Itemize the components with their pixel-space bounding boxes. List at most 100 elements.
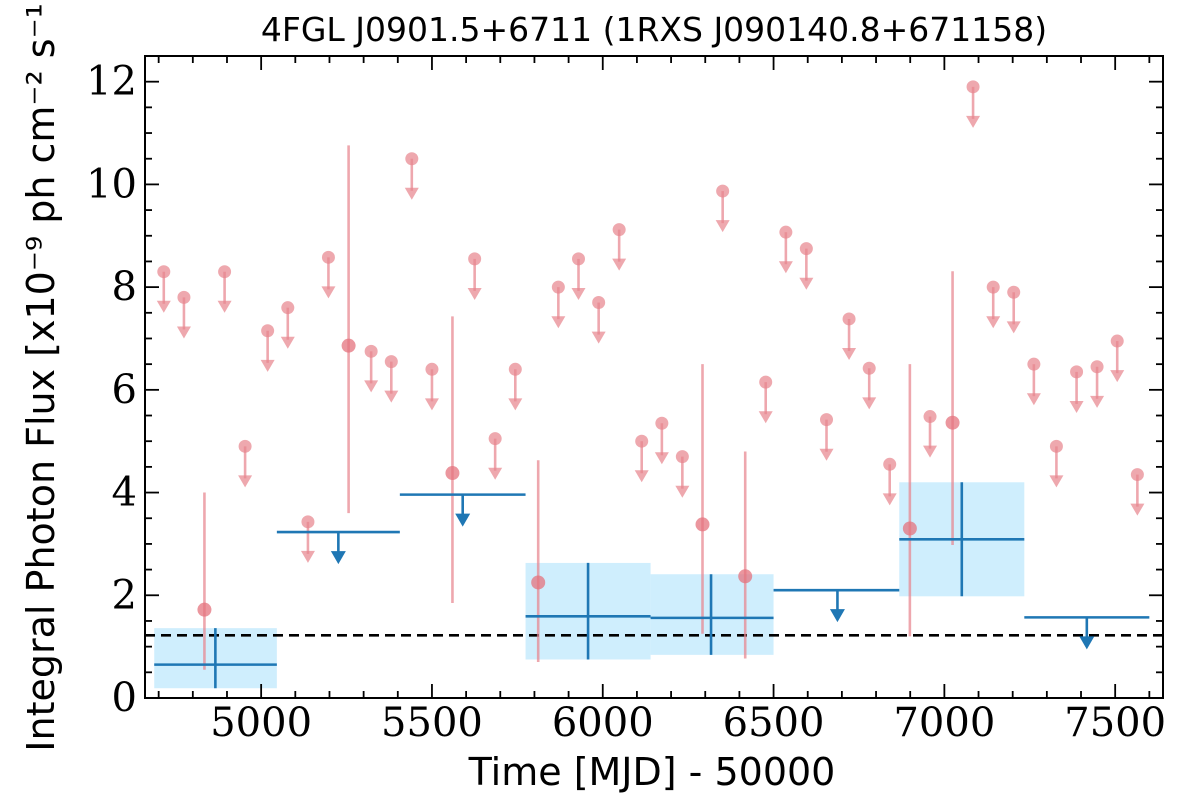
- upper-limit-arrow: [384, 390, 399, 403]
- long-bin-upper-limit-arrow: [330, 551, 346, 565]
- data-point: [341, 338, 356, 353]
- data-point: [655, 416, 669, 430]
- data-point: [716, 184, 730, 198]
- upper-limit-arrow: [675, 485, 690, 498]
- upper-limit-arrow: [280, 336, 295, 349]
- y-tick-label: 4: [112, 470, 137, 516]
- upper-limit-arrow: [758, 411, 773, 424]
- upper-limit-arrow: [862, 397, 877, 410]
- upper-limit-arrow: [1110, 370, 1125, 383]
- data-point: [531, 575, 546, 590]
- data-point: [592, 296, 606, 310]
- upper-limit-arrow: [778, 261, 793, 274]
- data-point: [738, 569, 753, 584]
- x-tick-label: 5000: [210, 700, 312, 746]
- upper-limit-arrow: [966, 115, 981, 128]
- upper-limit-arrow: [176, 326, 191, 339]
- data-point: [157, 265, 171, 279]
- chart-title: 4FGL J0901.5+6711 (1RXS J090140.8+671158…: [261, 10, 1047, 49]
- upper-limit-arrow: [217, 300, 232, 313]
- data-point: [612, 223, 626, 237]
- y-axis-label: Integral Photon Flux [x10⁻⁹ ph cm⁻² s⁻¹]: [19, 0, 63, 752]
- upper-limit-arrow: [1006, 321, 1021, 334]
- data-point: [966, 80, 980, 94]
- upper-limit-arrow: [364, 380, 379, 393]
- data-point: [883, 457, 897, 471]
- data-point: [261, 324, 275, 338]
- upper-limit-arrow: [551, 316, 566, 329]
- plot-frame: [144, 55, 1164, 699]
- y-tick-label: 12: [86, 59, 137, 105]
- data-point: [468, 252, 482, 266]
- data-point: [197, 602, 212, 617]
- data-point: [842, 312, 856, 326]
- data-point: [508, 362, 522, 376]
- upper-limit-arrow: [986, 316, 1001, 329]
- long-bin-upper-limit-arrow: [829, 609, 845, 623]
- data-point: [281, 301, 295, 315]
- upper-limit-arrow: [467, 287, 482, 300]
- data-point: [779, 225, 793, 239]
- upper-limit-arrow: [819, 448, 834, 461]
- x-tick-label: 6000: [552, 700, 654, 746]
- upper-limit-arrow: [300, 550, 315, 563]
- data-point: [405, 152, 419, 166]
- upper-limit-arrow: [156, 300, 171, 313]
- data-point: [218, 265, 232, 279]
- data-point: [695, 517, 710, 532]
- data-point: [820, 413, 834, 427]
- data-point: [425, 362, 439, 376]
- long-bin-upper-limit-arrow: [455, 513, 471, 527]
- upper-limit-arrow: [1130, 503, 1145, 516]
- data-point: [1090, 360, 1104, 374]
- upper-limit-arrow: [1026, 393, 1041, 406]
- data-point: [986, 280, 1000, 294]
- x-tick-label: 7500: [1064, 700, 1166, 746]
- upper-limit-arrow: [238, 475, 253, 488]
- data-point: [799, 242, 813, 256]
- data-point: [759, 375, 773, 389]
- y-tick-label: 6: [112, 367, 137, 413]
- upper-limit-arrow: [882, 493, 897, 506]
- short-bin-layer: [156, 80, 1145, 670]
- upper-limit-arrow: [260, 359, 275, 372]
- data-point: [635, 434, 649, 448]
- upper-limit-arrow: [654, 452, 669, 465]
- x-axis-label: Time [MJD] - 50000: [468, 750, 836, 794]
- y-tick-label: 0: [112, 675, 137, 721]
- upper-limit-arrow: [715, 220, 730, 233]
- y-tick-label: 8: [112, 264, 137, 310]
- data-point: [945, 415, 960, 430]
- data-point: [1110, 334, 1124, 348]
- y-tick-label: 2: [112, 572, 137, 618]
- x-tick-label: 6500: [723, 700, 825, 746]
- upper-limit-arrow: [1090, 395, 1105, 408]
- data-point: [488, 432, 502, 446]
- data-point: [551, 280, 565, 294]
- data-point: [301, 515, 315, 529]
- data-point: [1130, 468, 1144, 482]
- upper-limit-arrow: [612, 258, 627, 271]
- long-bin-layer: [154, 482, 1150, 689]
- long-bin-upper-limit-arrow: [1079, 636, 1095, 650]
- data-point: [445, 466, 460, 481]
- data-point: [1007, 285, 1021, 299]
- data-point: [238, 439, 252, 453]
- upper-limit-arrow: [842, 348, 857, 361]
- upper-limit-arrow: [571, 287, 586, 300]
- y-tick-label: 10: [86, 161, 137, 207]
- data-point: [923, 410, 937, 424]
- data-point: [177, 290, 191, 304]
- upper-limit-arrow: [488, 467, 503, 480]
- upper-limit-arrow: [404, 187, 419, 200]
- upper-limit-arrow: [591, 331, 606, 344]
- data-point: [675, 450, 689, 464]
- data-point: [862, 361, 876, 375]
- data-point: [1070, 365, 1084, 379]
- axes-layer: 5000 5500 6000 6500 7000 7500 0 2 4 6 8 10 12: [86, 55, 1166, 746]
- upper-limit-arrow: [799, 277, 814, 290]
- upper-limit-arrow: [1049, 475, 1064, 488]
- x-tick-label: 7000: [893, 700, 995, 746]
- upper-limit-arrow: [424, 398, 439, 411]
